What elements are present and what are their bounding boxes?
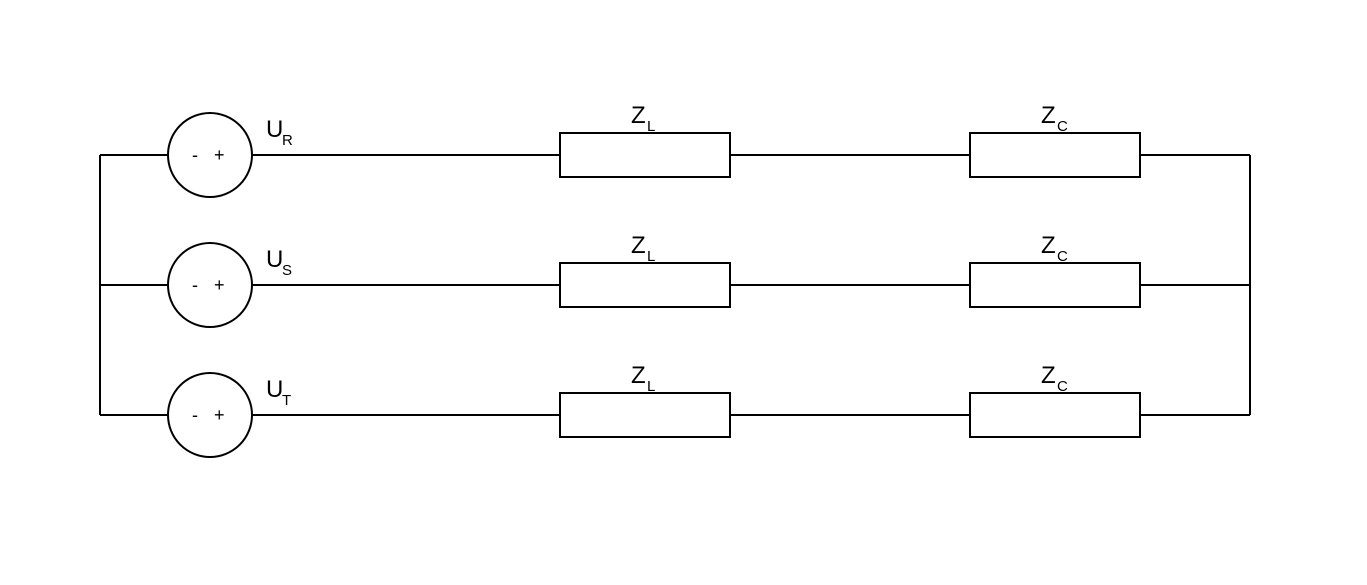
zc-label-0: Z (1041, 102, 1056, 129)
zl-label-0: Z (631, 102, 646, 129)
zc-label-sub-2: C (1057, 378, 1068, 395)
voltage-source-1 (168, 243, 252, 327)
polarity-minus-1: - (192, 275, 198, 295)
source-label-1: U (266, 246, 283, 273)
impedance-zc-2 (970, 393, 1140, 437)
zl-label-1: Z (631, 232, 646, 259)
impedance-zl-1 (560, 263, 730, 307)
polarity-plus-0: + (214, 145, 225, 165)
zl-label-sub-0: L (647, 118, 655, 135)
source-label-sub-2: T (282, 392, 291, 409)
impedance-zc-0 (970, 133, 1140, 177)
voltage-source-2 (168, 373, 252, 457)
source-label-sub-0: R (282, 132, 293, 149)
polarity-minus-0: - (192, 145, 198, 165)
voltage-source-0 (168, 113, 252, 197)
impedance-zc-1 (970, 263, 1140, 307)
zl-label-sub-2: L (647, 378, 655, 395)
impedance-zl-2 (560, 393, 730, 437)
circuit-diagram: -+URZLZC-+USZLZC-+UTZLZC (0, 0, 1367, 585)
zl-label-2: Z (631, 362, 646, 389)
impedance-zl-0 (560, 133, 730, 177)
polarity-minus-2: - (192, 405, 198, 425)
zc-label-sub-0: C (1057, 118, 1068, 135)
zc-label-sub-1: C (1057, 248, 1068, 265)
polarity-plus-2: + (214, 405, 225, 425)
polarity-plus-1: + (214, 275, 225, 295)
source-label-2: U (266, 376, 283, 403)
source-label-0: U (266, 116, 283, 143)
zl-label-sub-1: L (647, 248, 655, 265)
source-label-sub-1: S (282, 262, 292, 279)
zc-label-1: Z (1041, 232, 1056, 259)
zc-label-2: Z (1041, 362, 1056, 389)
